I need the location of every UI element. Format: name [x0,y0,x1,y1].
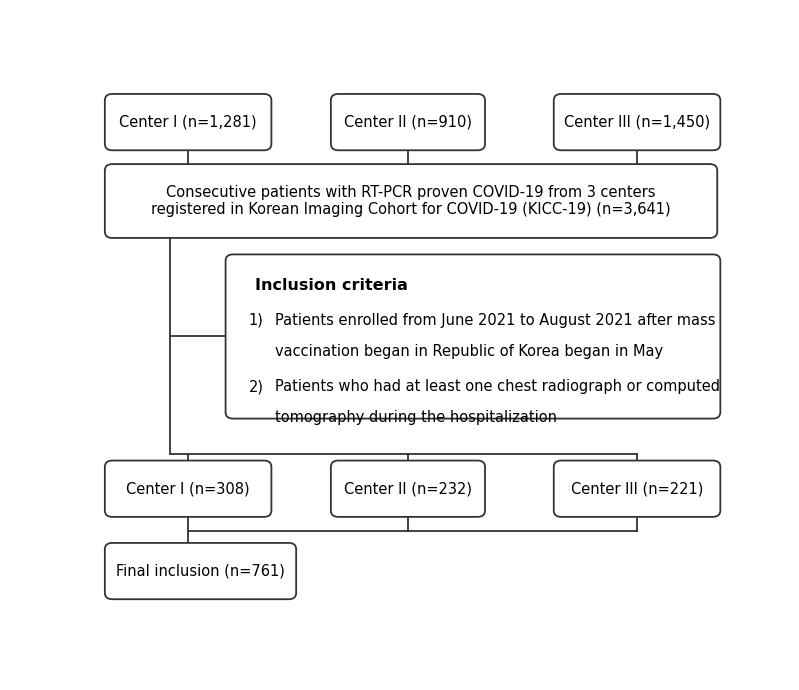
Text: Center III (n=221): Center III (n=221) [570,481,703,496]
Text: Center I (n=1,281): Center I (n=1,281) [119,115,257,130]
Text: 1): 1) [248,313,264,328]
FancyBboxPatch shape [331,94,485,150]
FancyBboxPatch shape [331,460,485,517]
Text: Inclusion criteria: Inclusion criteria [255,278,407,293]
Text: Patients enrolled from June 2021 to August 2021 after mass: Patients enrolled from June 2021 to Augu… [275,313,716,328]
FancyBboxPatch shape [225,255,721,419]
FancyBboxPatch shape [554,460,721,517]
Text: vaccination began in Republic of Korea began in May: vaccination began in Republic of Korea b… [275,344,663,359]
FancyBboxPatch shape [105,460,272,517]
Text: Center I (n=308): Center I (n=308) [126,481,250,496]
Text: Patients who had at least one chest radiograph or computed: Patients who had at least one chest radi… [275,380,720,394]
Text: Consecutive patients with RT-PCR proven COVID-19 from 3 centers
registered in Ko: Consecutive patients with RT-PCR proven … [151,185,671,217]
FancyBboxPatch shape [554,94,721,150]
Text: Final inclusion (n=761): Final inclusion (n=761) [116,564,285,578]
Text: 2): 2) [248,380,264,394]
FancyBboxPatch shape [105,543,296,599]
Text: Center II (n=232): Center II (n=232) [344,481,472,496]
Text: tomography during the hospitalization: tomography during the hospitalization [275,410,557,425]
FancyBboxPatch shape [105,94,272,150]
Text: Center III (n=1,450): Center III (n=1,450) [564,115,710,130]
FancyBboxPatch shape [105,164,718,238]
Text: Center II (n=910): Center II (n=910) [344,115,472,130]
